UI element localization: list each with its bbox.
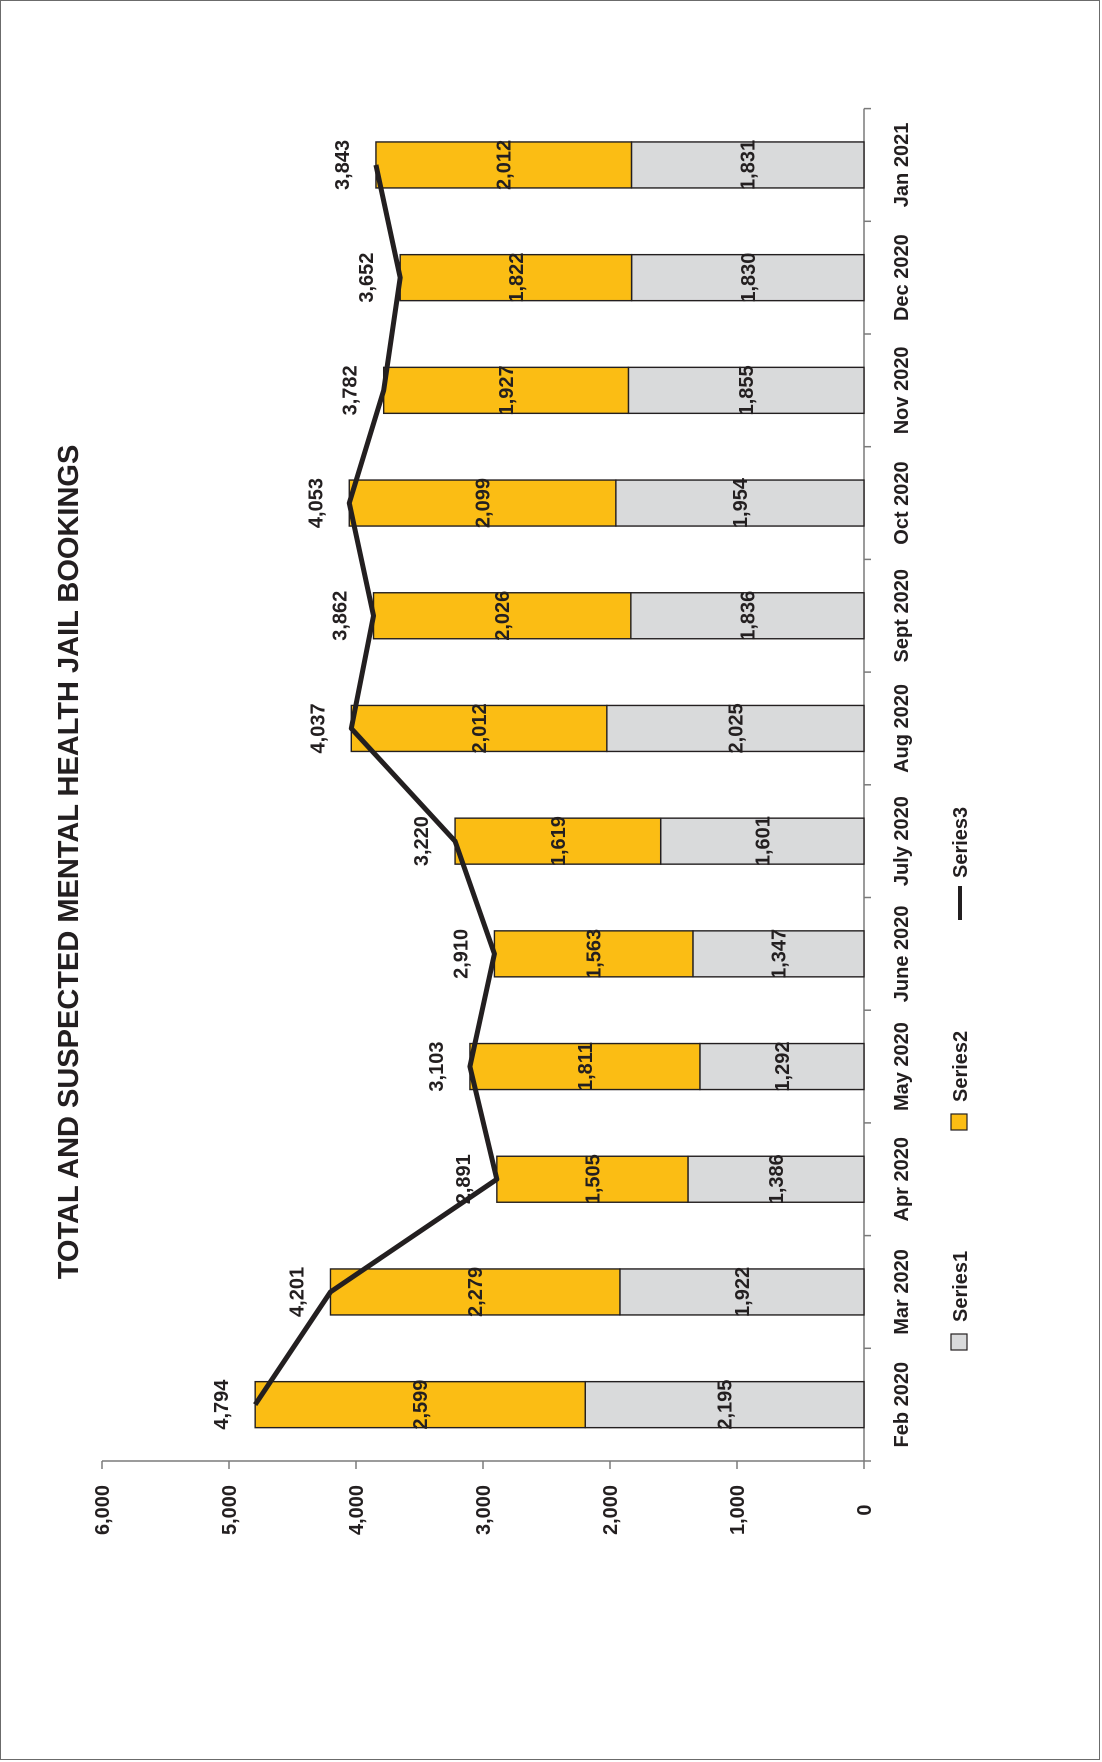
label-series1-july-2020: 1,601	[752, 816, 774, 866]
category-label-june-2020: June 2020	[891, 905, 913, 1002]
label-series2-may-2020: 1,811	[575, 1042, 597, 1091]
category-label-apr-2020: Apr 2020	[891, 1137, 913, 1222]
label-series2-sept-2020: 2,026	[492, 591, 514, 641]
label-series2-aug-2020: 2,012	[469, 703, 491, 753]
label-series2-nov-2020: 1,927	[496, 365, 518, 415]
value-tick-label: 2,000	[600, 1485, 622, 1535]
label-series1-mar-2020: 1,922	[732, 1267, 754, 1317]
label-series3-feb-2020: 4,794	[211, 1379, 233, 1430]
bar-series1-apr-2020	[687, 1155, 865, 1203]
bar-series2-oct-2020	[348, 479, 617, 527]
value-tick-label: 3,000	[473, 1485, 495, 1535]
label-series1-oct-2020: 1,954	[730, 477, 752, 528]
label-series1-dec-2020: 1,830	[738, 253, 760, 303]
label-series1-may-2020: 1,292	[772, 1042, 794, 1092]
label-series3-dec-2020: 3,652	[356, 253, 378, 303]
category-label-may-2020: May 2020	[891, 1022, 913, 1111]
bars	[254, 141, 865, 1429]
bar-series1-sept-2020	[630, 592, 865, 640]
category-label-july-2020: July 2020	[891, 796, 913, 886]
series3-line	[253, 164, 500, 1407]
label-series3-aug-2020: 4,037	[307, 703, 329, 753]
bar-series2-june-2020	[493, 930, 694, 978]
label-series3-july-2020: 3,220	[411, 816, 433, 866]
bar-series1-nov-2020	[627, 366, 865, 415]
bar-series1-mar-2020	[619, 1268, 865, 1316]
value-tick-label: 1,000	[727, 1485, 749, 1535]
series3-line-group	[253, 164, 500, 1407]
legend-swatch-series1	[950, 1333, 968, 1351]
label-series2-jan-2021: 2,012	[494, 140, 516, 190]
label-series2-july-2020: 1,619	[548, 816, 570, 866]
category-label-aug-2020: Aug 2020	[891, 684, 913, 773]
label-series3-mar-2020: 4,201	[286, 1267, 308, 1317]
bar-series2-apr-2020	[496, 1155, 689, 1203]
bar-series1-jan-2021	[630, 141, 865, 189]
label-series1-aug-2020: 2,025	[725, 703, 747, 753]
legend-label-series1: Series1	[950, 1251, 972, 1322]
legend: Series1 Series2 Series3	[950, 807, 972, 1351]
label-series2-june-2020: 1,563	[584, 929, 606, 979]
label-series2-feb-2020: 2,599	[410, 1380, 432, 1430]
bar-series2-mar-2020	[329, 1268, 621, 1316]
category-label-dec-2020: Dec 2020	[891, 234, 913, 321]
category-label-jan-2021: Jan 2021	[891, 123, 913, 208]
label-series2-dec-2020: 1,822	[506, 253, 528, 303]
label-series3-apr-2020: 2,891	[453, 1154, 475, 1204]
bar-series2-aug-2020	[350, 704, 608, 753]
label-series2-oct-2020: 2,099	[473, 478, 495, 528]
bar-series2-nov-2020	[382, 366, 630, 415]
value-tick-label: 4,000	[346, 1485, 368, 1535]
axes: 0 1,000 2,000 3,000 4,000 5,000 6,000 Feb 2020 M…	[92, 107, 913, 1535]
bar-series2-feb-2020	[254, 1380, 586, 1429]
chart-title: TOTAL AND SUSPECTED MENTAL HEALTH JAIL B…	[53, 445, 85, 1280]
label-series2-apr-2020: 1,505	[582, 1154, 604, 1204]
bar-series1-feb-2020	[584, 1380, 865, 1429]
label-series3-may-2020: 3,103	[426, 1042, 448, 1092]
legend-label-series3: Series3	[950, 807, 972, 878]
legend-label-series2: Series2	[950, 1031, 972, 1102]
value-tick-label: 0	[854, 1504, 876, 1515]
label-series1-june-2020: 1,347	[768, 929, 790, 979]
legend-swatch-series2	[950, 1113, 968, 1131]
bar-series1-july-2020	[659, 817, 865, 865]
label-series3-oct-2020: 4,053	[305, 478, 327, 528]
category-label-oct-2020: Oct 2020	[891, 461, 913, 544]
label-series1-feb-2020: 2,195	[715, 1380, 737, 1430]
value-tick-label: 6,000	[92, 1485, 114, 1535]
label-series1-apr-2020: 1,386	[766, 1154, 788, 1204]
category-label-sept-2020: Sept 2020	[891, 569, 913, 662]
label-series3-jan-2021: 3,843	[332, 140, 354, 190]
bar-series1-oct-2020	[615, 479, 865, 527]
label-series1-jan-2021: 1,831	[738, 140, 760, 190]
label-series3-june-2020: 2,910	[450, 929, 472, 979]
bar-series2-may-2020	[469, 1042, 701, 1091]
bar-series1-may-2020	[699, 1042, 865, 1091]
label-series1-sept-2020: 1,836	[737, 591, 759, 641]
label-series1-nov-2020: 1,855	[736, 365, 758, 415]
bar-series2-sept-2020	[372, 592, 632, 640]
category-label-feb-2020: Feb 2020	[891, 1362, 913, 1448]
value-tick-label: 5,000	[219, 1485, 241, 1535]
label-series3-nov-2020: 3,782	[340, 365, 362, 415]
bar-series1-june-2020	[692, 930, 865, 978]
category-label-mar-2020: Mar 2020	[891, 1249, 913, 1335]
bar-series1-aug-2020	[606, 704, 865, 753]
label-series2-mar-2020: 2,279	[465, 1267, 487, 1317]
data-labels: 2,195 2,599 4,794 1,922 2,279 4,201 1,386 1,505…	[211, 140, 794, 1430]
label-series3-sept-2020: 3,862	[330, 591, 352, 641]
category-label-nov-2020: Nov 2020	[891, 346, 913, 434]
